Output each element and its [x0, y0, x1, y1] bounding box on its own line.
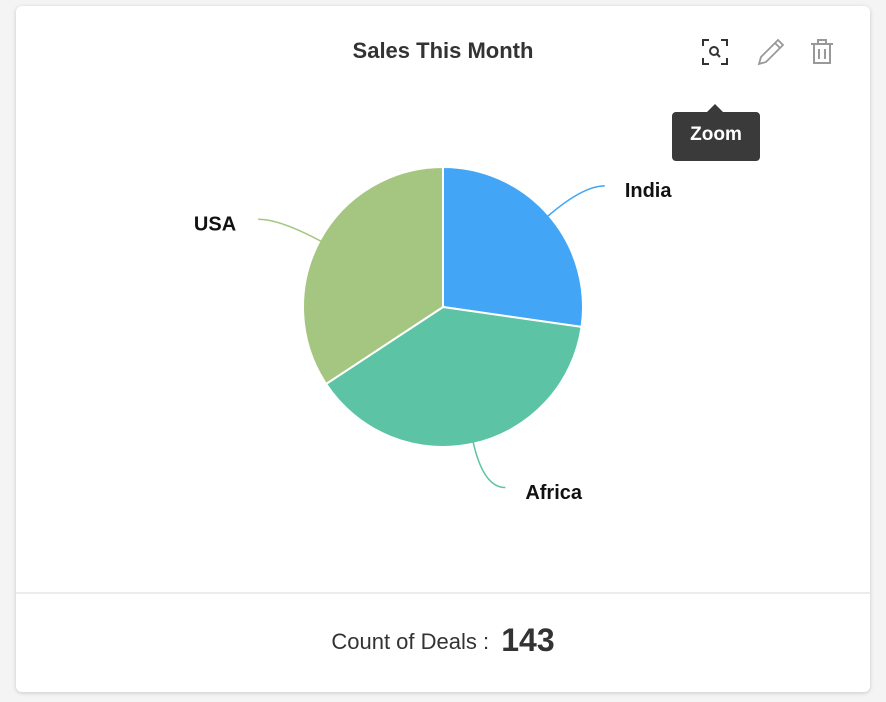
- slice-label: Africa: [525, 482, 583, 504]
- pie-slice: [442, 165, 584, 329]
- tooltip-text: Zoom: [690, 124, 742, 145]
- footer: Count of Deals : 143: [331, 622, 554, 658]
- footer-label: Count of Deals :: [331, 629, 489, 654]
- leader-line: [258, 218, 322, 243]
- leader-line: [472, 441, 506, 489]
- delete-button[interactable]: [811, 39, 833, 64]
- chart-title: Sales This Month: [353, 38, 534, 63]
- slice-label: India: [625, 180, 673, 202]
- leader-line: [546, 185, 605, 218]
- slice-label: USA: [194, 214, 236, 236]
- zoom-button[interactable]: [702, 39, 728, 65]
- tooltip: Zoom: [672, 104, 760, 161]
- footer-value: 143: [501, 622, 554, 658]
- edit-button[interactable]: [757, 38, 785, 66]
